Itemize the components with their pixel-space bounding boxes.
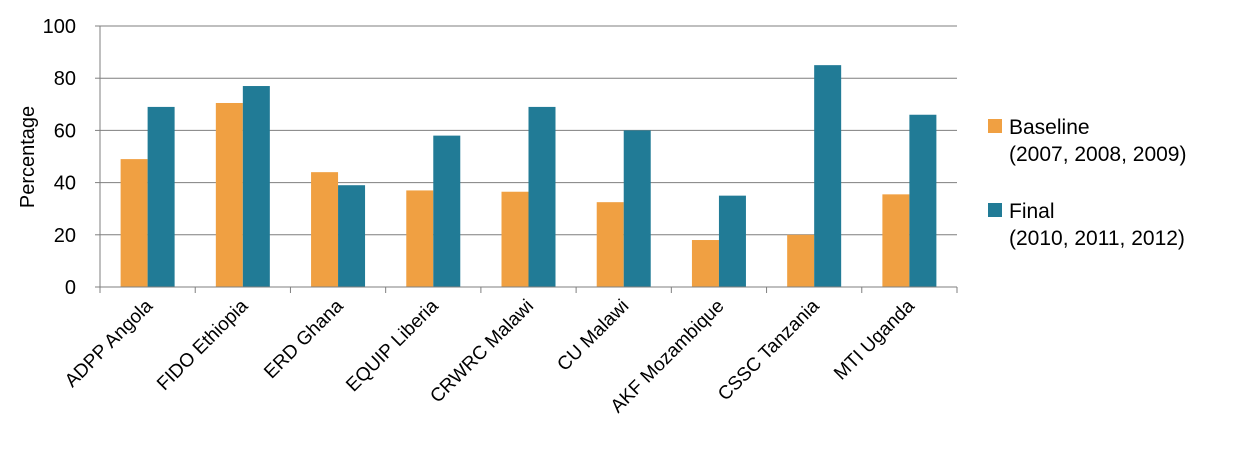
x-tick-label: ADPP Angola	[61, 295, 157, 391]
y-tick-label: 0	[65, 277, 76, 299]
bar-baseline	[311, 172, 339, 287]
bar-final	[623, 130, 651, 287]
x-tick-label: CRWRC Malawi	[426, 296, 538, 408]
bar-final	[814, 65, 842, 288]
bar-baseline	[501, 191, 529, 287]
legend-swatch-baseline	[988, 119, 1002, 133]
y-tick-label: 60	[54, 120, 76, 142]
y-axis-label: Percentage	[17, 106, 39, 208]
legend-swatch-final	[988, 203, 1002, 217]
bar-final	[718, 195, 746, 287]
bar-final	[433, 135, 461, 287]
y-tick-label: 80	[54, 68, 76, 90]
bar-baseline	[215, 102, 243, 288]
bar-final	[242, 86, 270, 287]
legend-label: Final	[1009, 200, 1055, 223]
y-tick-label: 40	[54, 173, 76, 195]
x-tick-label: CU Malawi	[553, 296, 633, 376]
y-tick-label: 100	[43, 16, 76, 38]
legend-sublabel: (2010, 2011, 2012)	[1009, 227, 1185, 250]
bar-baseline	[787, 234, 815, 287]
bar-final	[528, 106, 556, 287]
bars	[120, 65, 937, 288]
x-tick-label: FIDO Ethiopia	[153, 295, 253, 395]
x-tick-label: ERD Ghana	[260, 295, 348, 383]
bar-final	[338, 185, 366, 287]
legend-label: Baseline	[1009, 116, 1090, 139]
x-tick-label: EQUIP Liberia	[342, 295, 443, 396]
x-tick-label: CSSC Tanzania	[714, 295, 824, 405]
legend: Baseline (2007, 2008, 2009) Final (2010, 20…	[988, 116, 1186, 250]
legend-sublabel: (2007, 2008, 2009)	[1009, 143, 1186, 166]
axes	[95, 25, 958, 293]
x-tick-label: MTI Uganda	[830, 295, 919, 384]
bar-baseline	[691, 240, 719, 287]
bar-final	[909, 114, 937, 288]
bar-final	[147, 106, 175, 287]
bar-baseline	[882, 194, 910, 287]
bar-baseline	[596, 202, 624, 287]
bar-baseline	[120, 159, 148, 287]
y-tick-labels: 0 20 40 60 80 100	[43, 16, 76, 299]
y-tick-label: 20	[54, 225, 76, 247]
bar-baseline	[406, 190, 434, 287]
